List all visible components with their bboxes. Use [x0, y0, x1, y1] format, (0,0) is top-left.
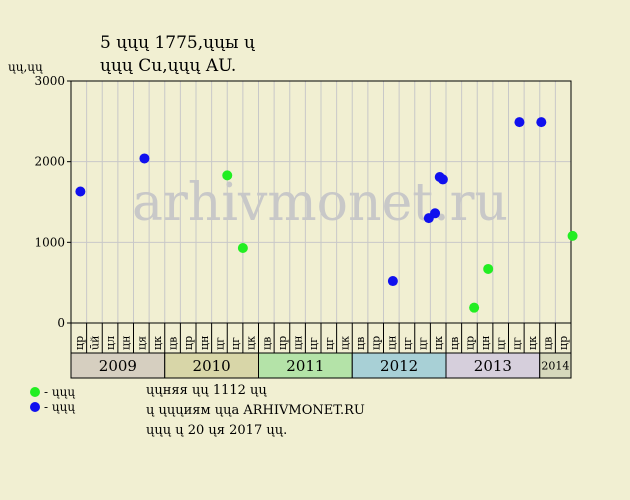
year-label: 2014 — [541, 359, 569, 372]
month-label: цр — [276, 336, 289, 350]
month-label: цк — [338, 336, 351, 350]
legend-green-label: - ųųų — [44, 385, 76, 399]
year-cell-2010 — [164, 352, 259, 379]
note-line-1: ųųняя ųų 1112 ųų — [146, 383, 267, 398]
month-label: цл — [104, 336, 117, 350]
year-cell-2012 — [351, 352, 447, 379]
chart-title-line-1: 5 ųųų 1775,ųųы ų — [100, 33, 255, 53]
note-line-2: ų ųųųиям ųųа ARHIVMONET.RU — [146, 403, 365, 418]
month-label: цг — [417, 337, 430, 350]
data-point-s1-1 — [139, 153, 150, 164]
year-label: 2012 — [380, 357, 418, 375]
year-cell-2014 — [539, 352, 572, 379]
month-label: цр — [370, 336, 383, 350]
month-label: цр — [463, 336, 476, 350]
legend-blue-dot — [30, 402, 40, 412]
legend-green-dot — [30, 387, 40, 397]
month-label: цг — [213, 337, 226, 350]
month-label: цр — [557, 336, 570, 350]
year-label: 2009 — [99, 357, 137, 375]
data-point-s0-2 — [469, 302, 480, 313]
y-tick-label: 3000 — [34, 74, 65, 88]
month-label: цв — [260, 337, 273, 350]
legend-item-green: - ųųų — [30, 385, 75, 399]
month-label: цн — [120, 336, 133, 350]
chart-title-line-2: ųųų Cu,ųųų AU. — [100, 56, 237, 76]
month-label: цв — [542, 337, 555, 350]
data-point-s0-0 — [222, 170, 233, 181]
data-point-s0-4 — [567, 230, 578, 241]
legend-item-blue: - ųųų — [30, 400, 75, 414]
month-label: цк — [526, 336, 539, 350]
y-axis-unit-label: ųų,ųų — [8, 60, 43, 74]
note-line-3: ųųų ų 20 ųя 2017 ųų. — [146, 423, 288, 438]
month-label: цр — [73, 336, 86, 350]
month-label: цн — [292, 336, 305, 350]
month-label: цн — [198, 336, 211, 350]
month-label: цг — [495, 337, 508, 350]
y-tick-label: 1000 — [34, 235, 65, 249]
month-label: цг — [401, 337, 414, 350]
data-point-s1-0 — [75, 186, 86, 197]
month-label: цн — [479, 336, 492, 350]
month-label: цг — [307, 337, 320, 350]
data-point-s1-6 — [437, 174, 448, 185]
month-label: цг — [510, 337, 523, 350]
year-label: 2013 — [474, 357, 512, 375]
y-tick-label: 2000 — [34, 155, 65, 169]
year-cell-2013 — [445, 352, 541, 379]
month-label: цк — [151, 336, 164, 350]
data-point-s1-4 — [430, 208, 441, 219]
month-label: ūй — [88, 336, 101, 350]
watermark-text: arhivmonet.ru — [132, 173, 508, 233]
year-label: 2010 — [193, 357, 231, 375]
month-label: цв — [167, 337, 180, 350]
month-label: цв — [448, 337, 461, 350]
month-label: цк — [245, 336, 258, 350]
month-label: цн — [385, 336, 398, 350]
month-label: цр — [182, 336, 195, 350]
data-point-s0-1 — [237, 242, 248, 253]
data-point-s1-2 — [387, 276, 398, 287]
year-cell-2009 — [70, 352, 166, 379]
month-label: цк — [432, 336, 445, 350]
data-point-s1-7 — [514, 117, 525, 128]
data-point-s1-8 — [536, 117, 547, 128]
legend-blue-label: - ųųų — [44, 400, 76, 414]
data-point-s0-3 — [483, 263, 494, 274]
y-tick-label: 0 — [57, 316, 65, 330]
year-label: 2011 — [286, 357, 324, 375]
month-label: цг — [323, 337, 336, 350]
month-label: цв — [354, 337, 367, 350]
month-label: цг — [229, 337, 242, 350]
year-cell-2011 — [258, 352, 353, 379]
month-label: ця — [135, 336, 148, 350]
